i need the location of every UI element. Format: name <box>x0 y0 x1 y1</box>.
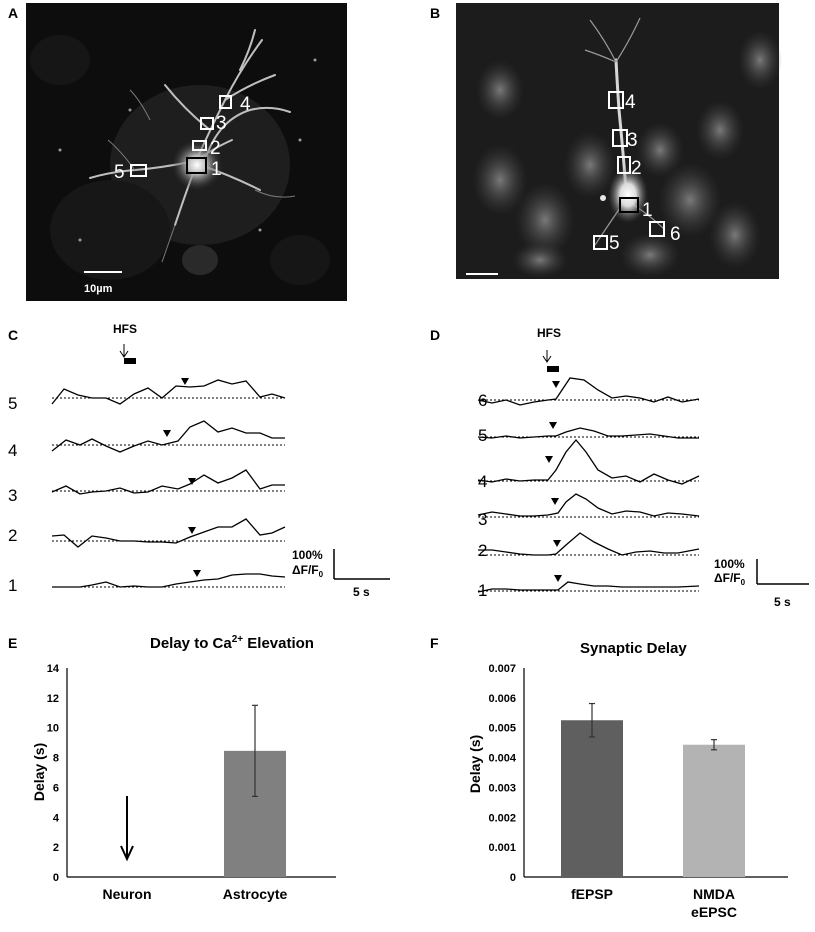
bar-0 <box>561 720 623 877</box>
chart-f-ylabel: Delay (s) <box>467 735 483 793</box>
roi-b-6 <box>649 221 665 237</box>
scale-c-y-sub: 0 <box>319 570 324 579</box>
chart-f-ytick: 0.002 <box>488 812 516 824</box>
chart-f-title: Synaptic Delay <box>580 640 687 657</box>
roi-a-4 <box>219 95 232 109</box>
trace-d-1 <box>477 581 700 593</box>
category-label: fEPSP <box>571 886 613 902</box>
chart-f-ytick: 0.007 <box>488 663 516 675</box>
trace-c-5 <box>51 379 286 405</box>
chart-e: Delay to Ca2+ Elevation Delay (s) 0 2 4 6 8 1… <box>31 634 336 902</box>
chart-e-title: Delay to Ca2+ Elevation <box>150 634 314 652</box>
svg-text:ΔF/F0: ΔF/F0 <box>714 571 746 587</box>
trace-d-5 <box>477 427 699 439</box>
bar-1 <box>683 744 745 877</box>
roi-a-label-4: 4 <box>240 94 251 115</box>
trace-d-2 <box>478 532 700 556</box>
chart-e-ytick: 6 <box>53 782 59 794</box>
trace-c-3 <box>51 469 285 495</box>
roi-b-4 <box>608 91 624 109</box>
chart-f-ytick: 0.001 <box>488 842 516 854</box>
chart-e-ytick: 0 <box>53 872 59 884</box>
scale-d-y-label: 100% <box>714 557 745 571</box>
micrograph-a: 1 2 3 4 5 10µm <box>26 3 347 301</box>
scale-bar-b-label: 10µm <box>466 281 495 293</box>
roi-b-label-2: 2 <box>631 158 642 179</box>
roi-a-label-5: 5 <box>114 162 125 183</box>
category-label: NMDA <box>693 886 735 902</box>
roi-a-label-1: 1 <box>211 159 222 180</box>
hfs-bar-d <box>547 366 559 372</box>
roi-a-3 <box>200 117 214 130</box>
trace-c-label-4: 4 <box>8 441 17 460</box>
trace-c-2 <box>51 518 286 548</box>
roi-b-label-4: 4 <box>625 92 636 113</box>
roi-a-2 <box>192 140 207 151</box>
roi-b-1 <box>619 197 639 213</box>
roi-a-label-2: 2 <box>210 138 221 159</box>
panel-label-d: D <box>430 327 440 343</box>
scale-d-y-sub: 0 <box>741 578 746 587</box>
chart-f-ytick: 0.005 <box>488 723 516 735</box>
chart-e-ytick: 14 <box>47 663 60 675</box>
chart-f-ytick: 0 <box>510 872 516 884</box>
roi-a-label-3: 3 <box>216 113 227 134</box>
roi-b-5 <box>593 235 608 250</box>
panel-label-b: B <box>430 5 440 21</box>
chart-e-ytick: 2 <box>53 842 59 854</box>
scale-c-y-unit: ΔF/F <box>292 563 319 577</box>
trace-d-4 <box>477 438 700 485</box>
roi-b-label-1: 1 <box>642 200 653 221</box>
chart-e-ytick: 12 <box>47 693 59 705</box>
scale-bar-a-label: 10µm <box>84 283 113 295</box>
traces-panel-d: HFS 6 5 4 3 2 1 100% ΔF/F0 5 s <box>477 326 809 609</box>
trace-c-4 <box>51 420 285 453</box>
trace-c-label-5: 5 <box>8 394 17 413</box>
hfs-bar-c <box>124 358 136 364</box>
panel-label-c: C <box>8 327 18 343</box>
chart-e-ytick: 8 <box>53 753 59 765</box>
roi-a-1 <box>186 157 207 174</box>
roi-b-label-5: 5 <box>609 233 620 254</box>
traces-panel-c: HFS 5 4 3 2 1 100% ΔF/F0 5 s <box>8 322 390 599</box>
scale-d-x-label: 5 s <box>774 595 791 609</box>
trace-d-label-5: 5 <box>478 426 487 445</box>
trace-c-label-3: 3 <box>8 486 17 505</box>
trace-c-label-2: 2 <box>8 526 17 545</box>
scale-c-x-label: 5 s <box>353 585 370 599</box>
panel-label-a: A <box>8 5 18 21</box>
roi-b-label-3: 3 <box>627 130 638 151</box>
panel-label-e: E <box>8 635 17 651</box>
category-label: Astrocyte <box>223 886 288 902</box>
trace-d-label-3: 3 <box>478 510 487 529</box>
roi-b-label-6: 6 <box>670 224 681 245</box>
trace-d-6 <box>477 377 700 406</box>
roi-b-3 <box>612 129 628 147</box>
chart-e-ytick: 4 <box>53 812 60 824</box>
panel-label-f: F <box>430 635 439 651</box>
chart-f-ytick: 0.003 <box>488 782 516 794</box>
roi-a-5 <box>130 164 147 177</box>
hfs-label-c: HFS <box>113 322 137 336</box>
category-label: eEPSC <box>691 904 737 920</box>
chart-f: Synaptic Delay Delay (s) 0 0.001 0.002 0.00… <box>467 640 788 920</box>
trace-c-label-1: 1 <box>8 576 17 595</box>
chart-f-ytick: 0.004 <box>488 753 516 765</box>
micrograph-b: 1 2 3 4 5 6 10µm <box>456 3 782 293</box>
scale-d-y-unit: ΔF/F <box>714 571 741 585</box>
chart-f-ytick: 0.006 <box>488 693 516 705</box>
chart-e-ytick: 10 <box>47 723 59 735</box>
category-label: Neuron <box>103 886 152 902</box>
trace-d-3 <box>477 493 700 517</box>
roi-b-2 <box>617 156 631 174</box>
svg-text:ΔF/F0: ΔF/F0 <box>292 563 324 579</box>
chart-e-ylabel: Delay (s) <box>31 743 47 801</box>
trace-c-1 <box>52 573 286 588</box>
neuron-arrowhead <box>120 845 134 862</box>
hfs-label-d: HFS <box>537 326 561 340</box>
scale-c-y-label: 100% <box>292 548 323 562</box>
